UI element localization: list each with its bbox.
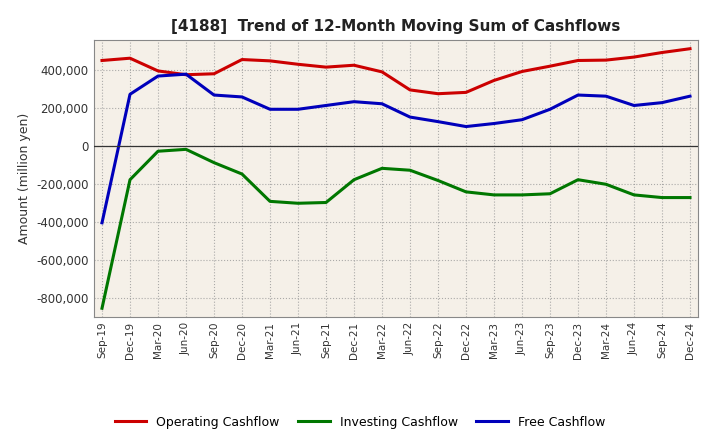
Operating Cashflow <box>462 90 470 95</box>
Operating Cashflow <box>181 72 190 77</box>
Free Cashflow <box>685 94 694 99</box>
Title: [4188]  Trend of 12-Month Moving Sum of Cashflows: [4188] Trend of 12-Month Moving Sum of C… <box>171 19 621 34</box>
Investing Cashflow <box>546 191 554 196</box>
Investing Cashflow <box>294 201 302 206</box>
Investing Cashflow <box>602 182 611 187</box>
Operating Cashflow <box>602 58 611 63</box>
Free Cashflow <box>657 100 666 105</box>
Line: Operating Cashflow: Operating Cashflow <box>102 49 690 94</box>
Investing Cashflow <box>153 149 162 154</box>
Operating Cashflow <box>210 71 218 77</box>
Investing Cashflow <box>518 192 526 198</box>
Free Cashflow <box>546 106 554 112</box>
Investing Cashflow <box>405 168 414 173</box>
Investing Cashflow <box>630 192 639 198</box>
Investing Cashflow <box>98 306 107 311</box>
Operating Cashflow <box>574 58 582 63</box>
Free Cashflow <box>238 94 246 99</box>
Operating Cashflow <box>657 50 666 55</box>
Operating Cashflow <box>630 55 639 60</box>
Investing Cashflow <box>322 200 330 205</box>
Free Cashflow <box>210 92 218 98</box>
Investing Cashflow <box>238 172 246 177</box>
Free Cashflow <box>405 114 414 120</box>
Investing Cashflow <box>657 195 666 200</box>
Free Cashflow <box>602 94 611 99</box>
Investing Cashflow <box>350 177 359 182</box>
Line: Free Cashflow: Free Cashflow <box>102 74 690 223</box>
Free Cashflow <box>433 119 442 124</box>
Free Cashflow <box>294 106 302 112</box>
Free Cashflow <box>153 73 162 79</box>
Operating Cashflow <box>153 68 162 73</box>
Investing Cashflow <box>181 147 190 152</box>
Operating Cashflow <box>378 69 387 74</box>
Operating Cashflow <box>490 78 498 83</box>
Free Cashflow <box>490 121 498 126</box>
Free Cashflow <box>181 72 190 77</box>
Free Cashflow <box>518 117 526 122</box>
Free Cashflow <box>630 103 639 108</box>
Free Cashflow <box>574 92 582 98</box>
Operating Cashflow <box>518 69 526 74</box>
Operating Cashflow <box>685 46 694 51</box>
Operating Cashflow <box>126 55 135 61</box>
Line: Investing Cashflow: Investing Cashflow <box>102 149 690 308</box>
Operating Cashflow <box>322 65 330 70</box>
Free Cashflow <box>98 220 107 225</box>
Investing Cashflow <box>266 199 274 204</box>
Investing Cashflow <box>378 166 387 171</box>
Investing Cashflow <box>574 177 582 182</box>
Operating Cashflow <box>238 57 246 62</box>
Investing Cashflow <box>433 178 442 183</box>
Operating Cashflow <box>433 91 442 96</box>
Investing Cashflow <box>126 177 135 182</box>
Free Cashflow <box>462 124 470 129</box>
Investing Cashflow <box>490 192 498 198</box>
Free Cashflow <box>266 106 274 112</box>
Operating Cashflow <box>294 62 302 67</box>
Investing Cashflow <box>210 160 218 165</box>
Investing Cashflow <box>462 189 470 194</box>
Operating Cashflow <box>350 62 359 68</box>
Legend: Operating Cashflow, Investing Cashflow, Free Cashflow: Operating Cashflow, Investing Cashflow, … <box>110 411 610 434</box>
Operating Cashflow <box>405 87 414 92</box>
Free Cashflow <box>350 99 359 104</box>
Operating Cashflow <box>266 58 274 63</box>
Investing Cashflow <box>685 195 694 200</box>
Operating Cashflow <box>98 58 107 63</box>
Free Cashflow <box>322 103 330 108</box>
Y-axis label: Amount (million yen): Amount (million yen) <box>18 113 31 244</box>
Operating Cashflow <box>546 63 554 69</box>
Free Cashflow <box>378 101 387 106</box>
Free Cashflow <box>126 92 135 97</box>
